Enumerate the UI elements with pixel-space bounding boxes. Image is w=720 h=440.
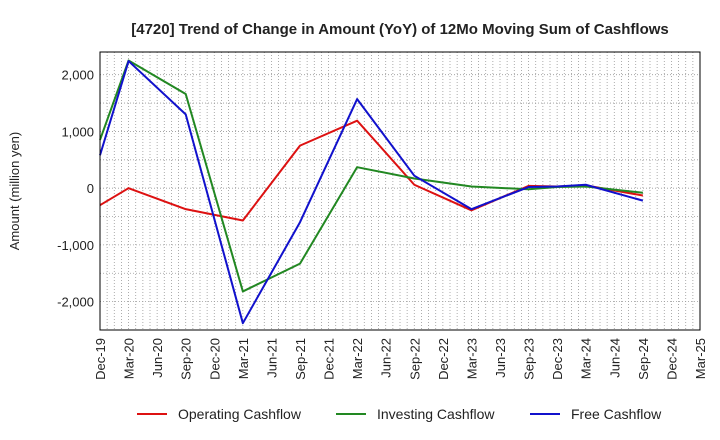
x-tick-label: Jun-23 (493, 338, 508, 378)
x-tick-label: Sep-23 (522, 338, 537, 380)
x-axis-ticks: Dec-19 Mar-20 Jun-20 Sep-20 Dec-20 Mar-21 Jun-… (93, 338, 708, 380)
legend-label-investing-cashflow: Investing Cashflow (377, 406, 495, 422)
legend-label-operating-cashflow: Operating Cashflow (178, 406, 302, 422)
x-tick-label: Dec-21 (322, 338, 337, 380)
y-tick-label: -1,000 (57, 238, 94, 253)
x-tick-label: Jun-20 (150, 338, 165, 378)
legend: Operating Cashflow Investing Cashflow Free… (137, 406, 662, 422)
x-tick-label: Dec-24 (664, 338, 679, 380)
x-tick-label: Mar-25 (693, 338, 708, 379)
y-tick-label: -2,000 (57, 295, 94, 310)
y-tick-label: 1,000 (61, 124, 94, 139)
x-tick-label: Mar-23 (464, 338, 479, 379)
x-tick-label: Jun-21 (264, 338, 279, 378)
x-tick-label: Mar-20 (122, 338, 137, 379)
x-tick-label: Sep-24 (636, 338, 651, 380)
x-tick-label: Jun-24 (607, 338, 622, 378)
series-line-free-cashflow (99, 60, 644, 325)
y-tick-label: 0 (87, 181, 94, 196)
x-tick-label: Sep-20 (179, 338, 194, 380)
x-tick-label: Dec-23 (550, 338, 565, 380)
x-tick-label: Mar-24 (579, 338, 594, 379)
x-tick-label: Mar-22 (350, 338, 365, 379)
y-axis-label: Amount (million yen) (7, 132, 22, 251)
x-tick-label: Dec-19 (93, 338, 108, 380)
plot-frame (99, 51, 701, 331)
x-tick-label: Jun-22 (379, 338, 394, 378)
y-tick-label: 2,000 (61, 68, 94, 83)
series-lines (99, 59, 644, 325)
chart-title: [4720] Trend of Change in Amount (YoY) o… (131, 21, 669, 38)
x-tick-label: Dec-22 (436, 338, 451, 380)
y-axis-ticks: 2,000 1,000 0 -1,000 -2,000 (57, 68, 94, 310)
legend-label-free-cashflow: Free Cashflow (571, 406, 662, 422)
x-tick-label: Sep-21 (293, 338, 308, 380)
x-tick-label: Sep-22 (407, 338, 422, 380)
x-tick-label: Dec-20 (207, 338, 222, 380)
x-tick-label: Mar-21 (236, 338, 251, 379)
